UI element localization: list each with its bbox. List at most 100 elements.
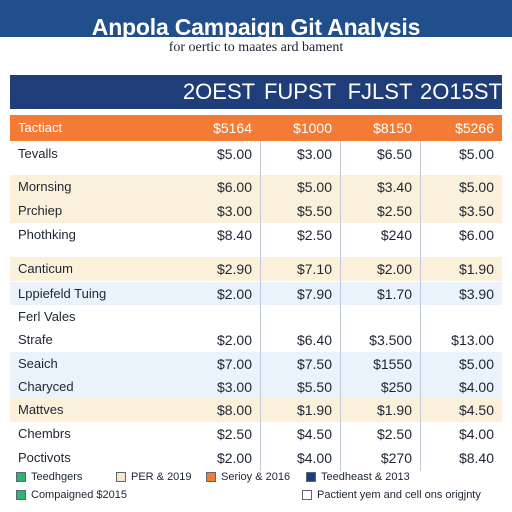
legend-item: Teedhgers [16,470,82,484]
cell-value: $2.50 [296,227,332,243]
cell-value: $6.40 [296,332,332,348]
legend-swatch [206,472,216,483]
cell-value: $7.10 [296,261,332,277]
row-label: Mornsing [18,179,72,194]
legend-swatch [16,490,26,501]
cell-value: $240 [380,227,412,243]
cell-value: $3.40 [376,179,412,195]
cell-value: $1550 [373,356,412,372]
column-divider [260,141,261,471]
legend-label: Teedhgers [31,471,83,483]
column-divider [420,141,421,471]
row-label: Strafe [18,332,53,347]
table-row: Charyced $3.00 $5.50 $250 $4.00 [10,375,502,399]
column-header: FUPST [260,75,340,109]
table-row: Poctivots $2.00 $4.00 $270 $8.40 [10,446,502,470]
legend-swatch [16,472,26,483]
cell-value: $1.90 [458,261,494,277]
corner-header [10,75,178,109]
cell-value: $2.90 [216,261,252,277]
table-row: Mornsing $6.00 $5.00 $3.40 $5.00 [10,175,502,199]
cell-value: $4.00 [458,426,494,442]
table-row: Ferl Vales [10,305,502,329]
column-header: 2O15ST [420,75,502,109]
cell-value: $7.50 [296,356,332,372]
row-label: Charyced [18,379,74,394]
table-row: Mattves $8.00 $1.90 $1.90 $4.50 [10,398,502,422]
legend: Teedhgers PER & 2019 Serioy & 2016 Teedheas… [0,468,512,512]
subtitle-band [0,37,512,62]
cell-value: $3.90 [458,286,494,302]
legend-swatch [116,472,126,483]
cell-value: $3.500 [369,332,412,348]
cell-value: $8150 [373,120,412,136]
cell-value: $270 [380,450,412,466]
table-row: Chembrs $2.50 $4.50 $2.50 $4.00 [10,422,502,446]
cell-value: $5.00 [458,356,494,372]
legend-item: Pactient yem and cell ons origjnty [302,488,481,502]
cell-value: $3.00 [216,203,252,219]
row-label: Tevalls [18,146,58,161]
cell-value: $5.00 [216,146,252,162]
cell-value: $8.40 [216,227,252,243]
cell-value: $4.00 [296,450,332,466]
row-label: Poctivots [18,450,71,465]
cell-value: $2.00 [376,261,412,277]
row-label: Prchiep [18,203,63,218]
table-row: Prchiep $3.00 $5.50 $2.50 $3.50 [10,199,502,223]
cell-value: $2.00 [216,450,252,466]
column-divider [340,141,341,471]
cell-value: $1000 [293,120,332,136]
row-label: Ferl Vales [18,309,76,324]
cell-value: $5.00 [296,179,332,195]
cell-value: $1.90 [296,402,332,418]
table-row: Strafe $2.00 $6.40 $3.500 $13.00 [10,328,502,352]
cell-value [178,305,252,329]
legend-label: PER & 2019 [131,471,192,483]
cell-value: $2.00 [216,286,252,302]
row-label: Seaich [18,356,58,371]
cell-value: $7.90 [296,286,332,302]
cell-value: $2.50 [376,203,412,219]
cell-value: $1.90 [376,402,412,418]
cell-value: $5.00 [458,179,494,195]
cell-value: $4.50 [296,426,332,442]
cell-value [260,305,332,329]
table-row: Phothking $8.40 $2.50 $240 $6.00 [10,223,502,247]
cell-value [420,305,494,329]
legend-label: Pactient yem and cell ons origjnty [317,489,481,501]
cell-value: $1.70 [376,286,412,302]
cell-value: $2.50 [216,426,252,442]
cell-value: $5266 [455,120,494,136]
chart-header: Anpola Campaign Git Analysis for oertic … [0,0,512,62]
legend-item: Compaigned $2015 [16,488,127,502]
row-label: Phothking [18,227,76,242]
column-header: 2OEST [178,75,260,109]
legend-swatch [306,472,316,483]
cell-value: $4.50 [458,402,494,418]
table-row: Lppiefeld Tuing $2.00 $7.90 $1.70 $3.90 [10,282,502,306]
legend-item: Serioy & 2016 [206,470,290,484]
cell-value: $7.00 [216,356,252,372]
row-label: Mattves [18,402,64,417]
cell-value: $8.40 [458,450,494,466]
chart-title: Anpola Campaign Git Analysis [91,14,421,40]
legend-swatch [302,490,312,501]
row-label: Chembrs [18,426,71,441]
table-row: Seaich $7.00 $7.50 $1550 $5.00 [10,352,502,376]
cell-value: $6.00 [458,227,494,243]
cell-value: $6.00 [216,179,252,195]
row-label: Tactiact [18,120,63,135]
chart-subtitle: for oertic to maates ard bament [168,40,344,55]
cell-value: $13.00 [451,332,494,348]
cell-value: $3.00 [296,146,332,162]
cell-value [340,305,412,329]
table-row: Canticum $2.90 $7.10 $2.00 $1.90 [10,257,502,281]
cell-value: $8.00 [216,402,252,418]
cell-value: $4.00 [458,379,494,395]
cell-value: $6.50 [376,146,412,162]
cell-value: $3.50 [458,203,494,219]
cell-value: $2.00 [216,332,252,348]
cell-value: $3.00 [216,379,252,395]
row-label: Lppiefeld Tuing [18,286,107,301]
